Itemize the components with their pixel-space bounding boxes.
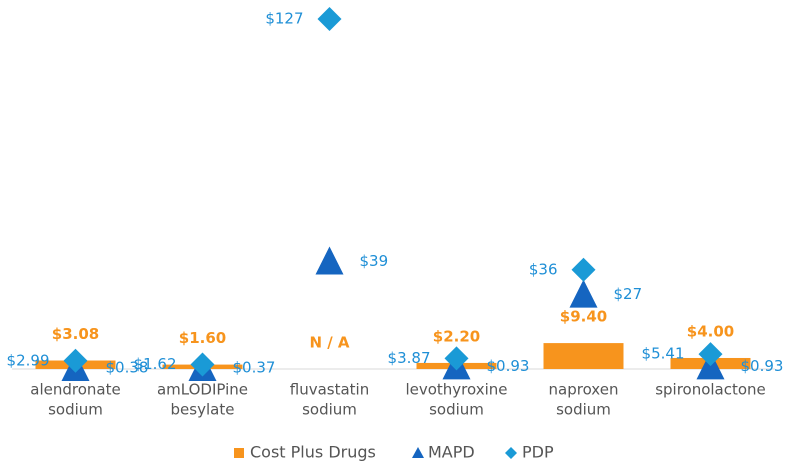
data-label: $0.93 [741,357,784,375]
data-label: $36 [529,260,558,278]
x-tick-label: sodium [302,401,357,419]
data-label: $0.37 [233,358,276,376]
data-label: $0.38 [106,358,149,376]
marker-diamond [317,7,342,31]
x-tick-label: besylate [171,401,235,419]
legend-label: PDP [522,443,554,462]
data-label: $9.40 [560,308,607,326]
data-label: $3.87 [388,349,431,367]
data-label: $39 [360,252,389,270]
data-label: $1.62 [134,355,177,373]
marker-diamond [63,348,88,373]
data-label: $127 [265,10,303,28]
data-label: $0.93 [487,357,530,375]
x-tick-label: sodium [556,401,611,419]
x-tick-label: spironolactone [655,381,766,399]
x-tick-label: amLODIPine [157,381,248,399]
marker-diamond [698,342,723,367]
legend-label: Cost Plus Drugs [250,443,376,462]
x-tick-label: naproxen [549,381,619,399]
data-label: N / A [309,334,349,352]
x-tick-label: sodium [48,401,103,419]
marker-triangle [569,279,598,308]
legend-swatch [234,448,244,458]
data-label: $2.99 [7,351,50,369]
marker-triangle [315,246,344,275]
data-label: $5.41 [642,345,685,363]
x-tick-label: fluvastatin [290,381,369,399]
legend-swatch [505,447,517,459]
data-label: $3.08 [52,325,99,343]
marker-diamond [190,352,215,377]
x-tick-label: sodium [429,401,484,419]
marker-diamond [444,346,469,371]
data-label: $27 [614,285,643,303]
bar [543,343,624,369]
marker-diamond [571,257,596,282]
x-tick-label: alendronate [30,381,120,399]
legend-label: MAPD [428,443,475,462]
data-label: $1.60 [179,329,226,347]
x-tick-label: levothyroxine [405,381,507,399]
legend-swatch [412,447,424,458]
data-label: $4.00 [687,322,734,340]
data-label: $2.20 [433,327,480,345]
